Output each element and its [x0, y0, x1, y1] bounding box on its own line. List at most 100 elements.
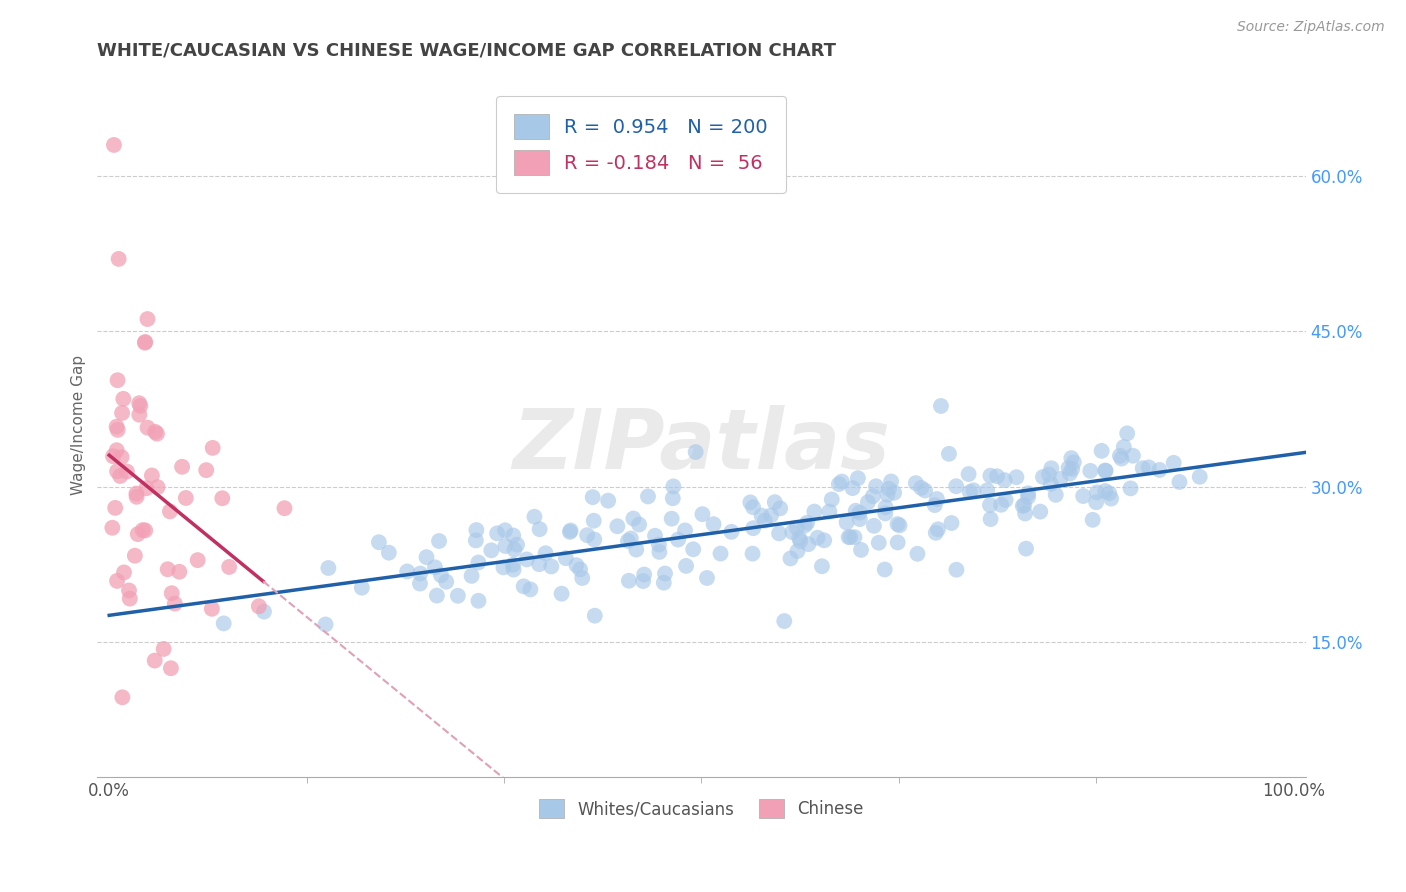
- Chinese: [105, 443, 128, 458]
- Whites/Caucasians: [523, 509, 546, 524]
- Whites/Caucasians: [782, 525, 804, 540]
- Whites/Caucasians: [534, 546, 557, 560]
- Whites/Caucasians: [844, 530, 866, 544]
- Whites/Caucasians: [378, 546, 401, 560]
- Chinese: [218, 560, 240, 574]
- Whites/Caucasians: [1029, 505, 1052, 519]
- Whites/Caucasians: [994, 473, 1017, 487]
- Chinese: [125, 486, 148, 500]
- Whites/Caucasians: [1081, 513, 1104, 527]
- Whites/Caucasians: [606, 519, 628, 533]
- Whites/Caucasians: [883, 485, 905, 500]
- Whites/Caucasians: [945, 479, 967, 493]
- Whites/Caucasians: [818, 504, 841, 518]
- Whites/Caucasians: [862, 489, 884, 503]
- Whites/Caucasians: [703, 517, 725, 532]
- Chinese: [134, 334, 156, 349]
- Whites/Caucasians: [797, 537, 820, 551]
- Whites/Caucasians: [516, 552, 538, 566]
- Whites/Caucasians: [849, 542, 872, 557]
- Whites/Caucasians: [751, 508, 773, 523]
- Whites/Caucasians: [464, 533, 486, 548]
- Whites/Caucasians: [1014, 498, 1036, 512]
- Whites/Caucasians: [796, 516, 818, 530]
- Whites/Caucasians: [692, 507, 714, 521]
- Chinese: [143, 654, 166, 668]
- Whites/Caucasians: [828, 477, 851, 491]
- Whites/Caucasians: [1085, 485, 1108, 500]
- Whites/Caucasians: [1098, 486, 1121, 500]
- Whites/Caucasians: [1062, 462, 1084, 476]
- Whites/Caucasians: [1078, 464, 1101, 478]
- Whites/Caucasians: [1094, 463, 1116, 477]
- Whites/Caucasians: [787, 531, 810, 545]
- Chinese: [112, 392, 135, 406]
- Chinese: [111, 690, 134, 705]
- Text: WHITE/CAUCASIAN VS CHINESE WAGE/INCOME GAP CORRELATION CHART: WHITE/CAUCASIAN VS CHINESE WAGE/INCOME G…: [97, 42, 837, 60]
- Whites/Caucasians: [768, 526, 790, 541]
- Whites/Caucasians: [367, 535, 389, 549]
- Whites/Caucasians: [910, 481, 932, 495]
- Whites/Caucasians: [877, 482, 900, 496]
- Chinese: [108, 469, 131, 483]
- Whites/Caucasians: [350, 581, 373, 595]
- Chinese: [152, 641, 174, 656]
- Chinese: [125, 490, 148, 504]
- Text: Source: ZipAtlas.com: Source: ZipAtlas.com: [1237, 20, 1385, 34]
- Whites/Caucasians: [1119, 482, 1142, 496]
- Whites/Caucasians: [957, 467, 980, 481]
- Whites/Caucasians: [582, 490, 605, 504]
- Chinese: [118, 591, 141, 606]
- Whites/Caucasians: [503, 542, 526, 557]
- Whites/Caucasians: [976, 483, 998, 498]
- Whites/Caucasians: [1094, 464, 1116, 478]
- Whites/Caucasians: [423, 560, 446, 574]
- Whites/Caucasians: [494, 523, 516, 537]
- Whites/Caucasians: [924, 498, 946, 512]
- Whites/Caucasians: [502, 558, 524, 572]
- Whites/Caucasians: [845, 504, 868, 518]
- Chinese: [131, 523, 153, 537]
- Chinese: [101, 521, 124, 535]
- Whites/Caucasians: [880, 475, 903, 489]
- Whites/Caucasians: [1057, 461, 1080, 475]
- Whites/Caucasians: [661, 511, 683, 525]
- Whites/Caucasians: [742, 521, 765, 535]
- Whites/Caucasians: [427, 534, 450, 549]
- Whites/Caucasians: [769, 501, 792, 516]
- Chinese: [107, 423, 129, 437]
- Whites/Caucasians: [1059, 467, 1081, 481]
- Whites/Caucasians: [318, 561, 340, 575]
- Whites/Caucasians: [720, 524, 742, 539]
- Chinese: [136, 420, 159, 434]
- Whites/Caucasians: [839, 530, 862, 544]
- Chinese: [115, 465, 138, 479]
- Whites/Caucasians: [1045, 488, 1067, 502]
- Whites/Caucasians: [1137, 460, 1160, 475]
- Whites/Caucasians: [959, 485, 981, 500]
- Whites/Caucasians: [666, 533, 689, 547]
- Whites/Caucasians: [1163, 456, 1185, 470]
- Chinese: [124, 549, 146, 563]
- Whites/Caucasians: [583, 608, 606, 623]
- Whites/Caucasians: [621, 511, 644, 525]
- Whites/Caucasians: [460, 569, 482, 583]
- Y-axis label: Wage/Income Gap: Wage/Income Gap: [72, 355, 86, 495]
- Whites/Caucasians: [648, 545, 671, 559]
- Whites/Caucasians: [426, 589, 449, 603]
- Chinese: [128, 396, 150, 410]
- Whites/Caucasians: [789, 534, 811, 549]
- Chinese: [156, 562, 179, 576]
- Whites/Caucasians: [576, 528, 599, 542]
- Chinese: [211, 491, 233, 506]
- Whites/Caucasians: [637, 490, 659, 504]
- Whites/Caucasians: [479, 543, 502, 558]
- Whites/Caucasians: [759, 508, 782, 523]
- Chinese: [160, 661, 183, 675]
- Whites/Caucasians: [1014, 507, 1036, 521]
- Whites/Caucasians: [990, 498, 1012, 512]
- Whites/Caucasians: [925, 491, 948, 506]
- Whites/Caucasians: [465, 523, 488, 537]
- Whites/Caucasians: [980, 512, 1002, 526]
- Whites/Caucasians: [929, 399, 952, 413]
